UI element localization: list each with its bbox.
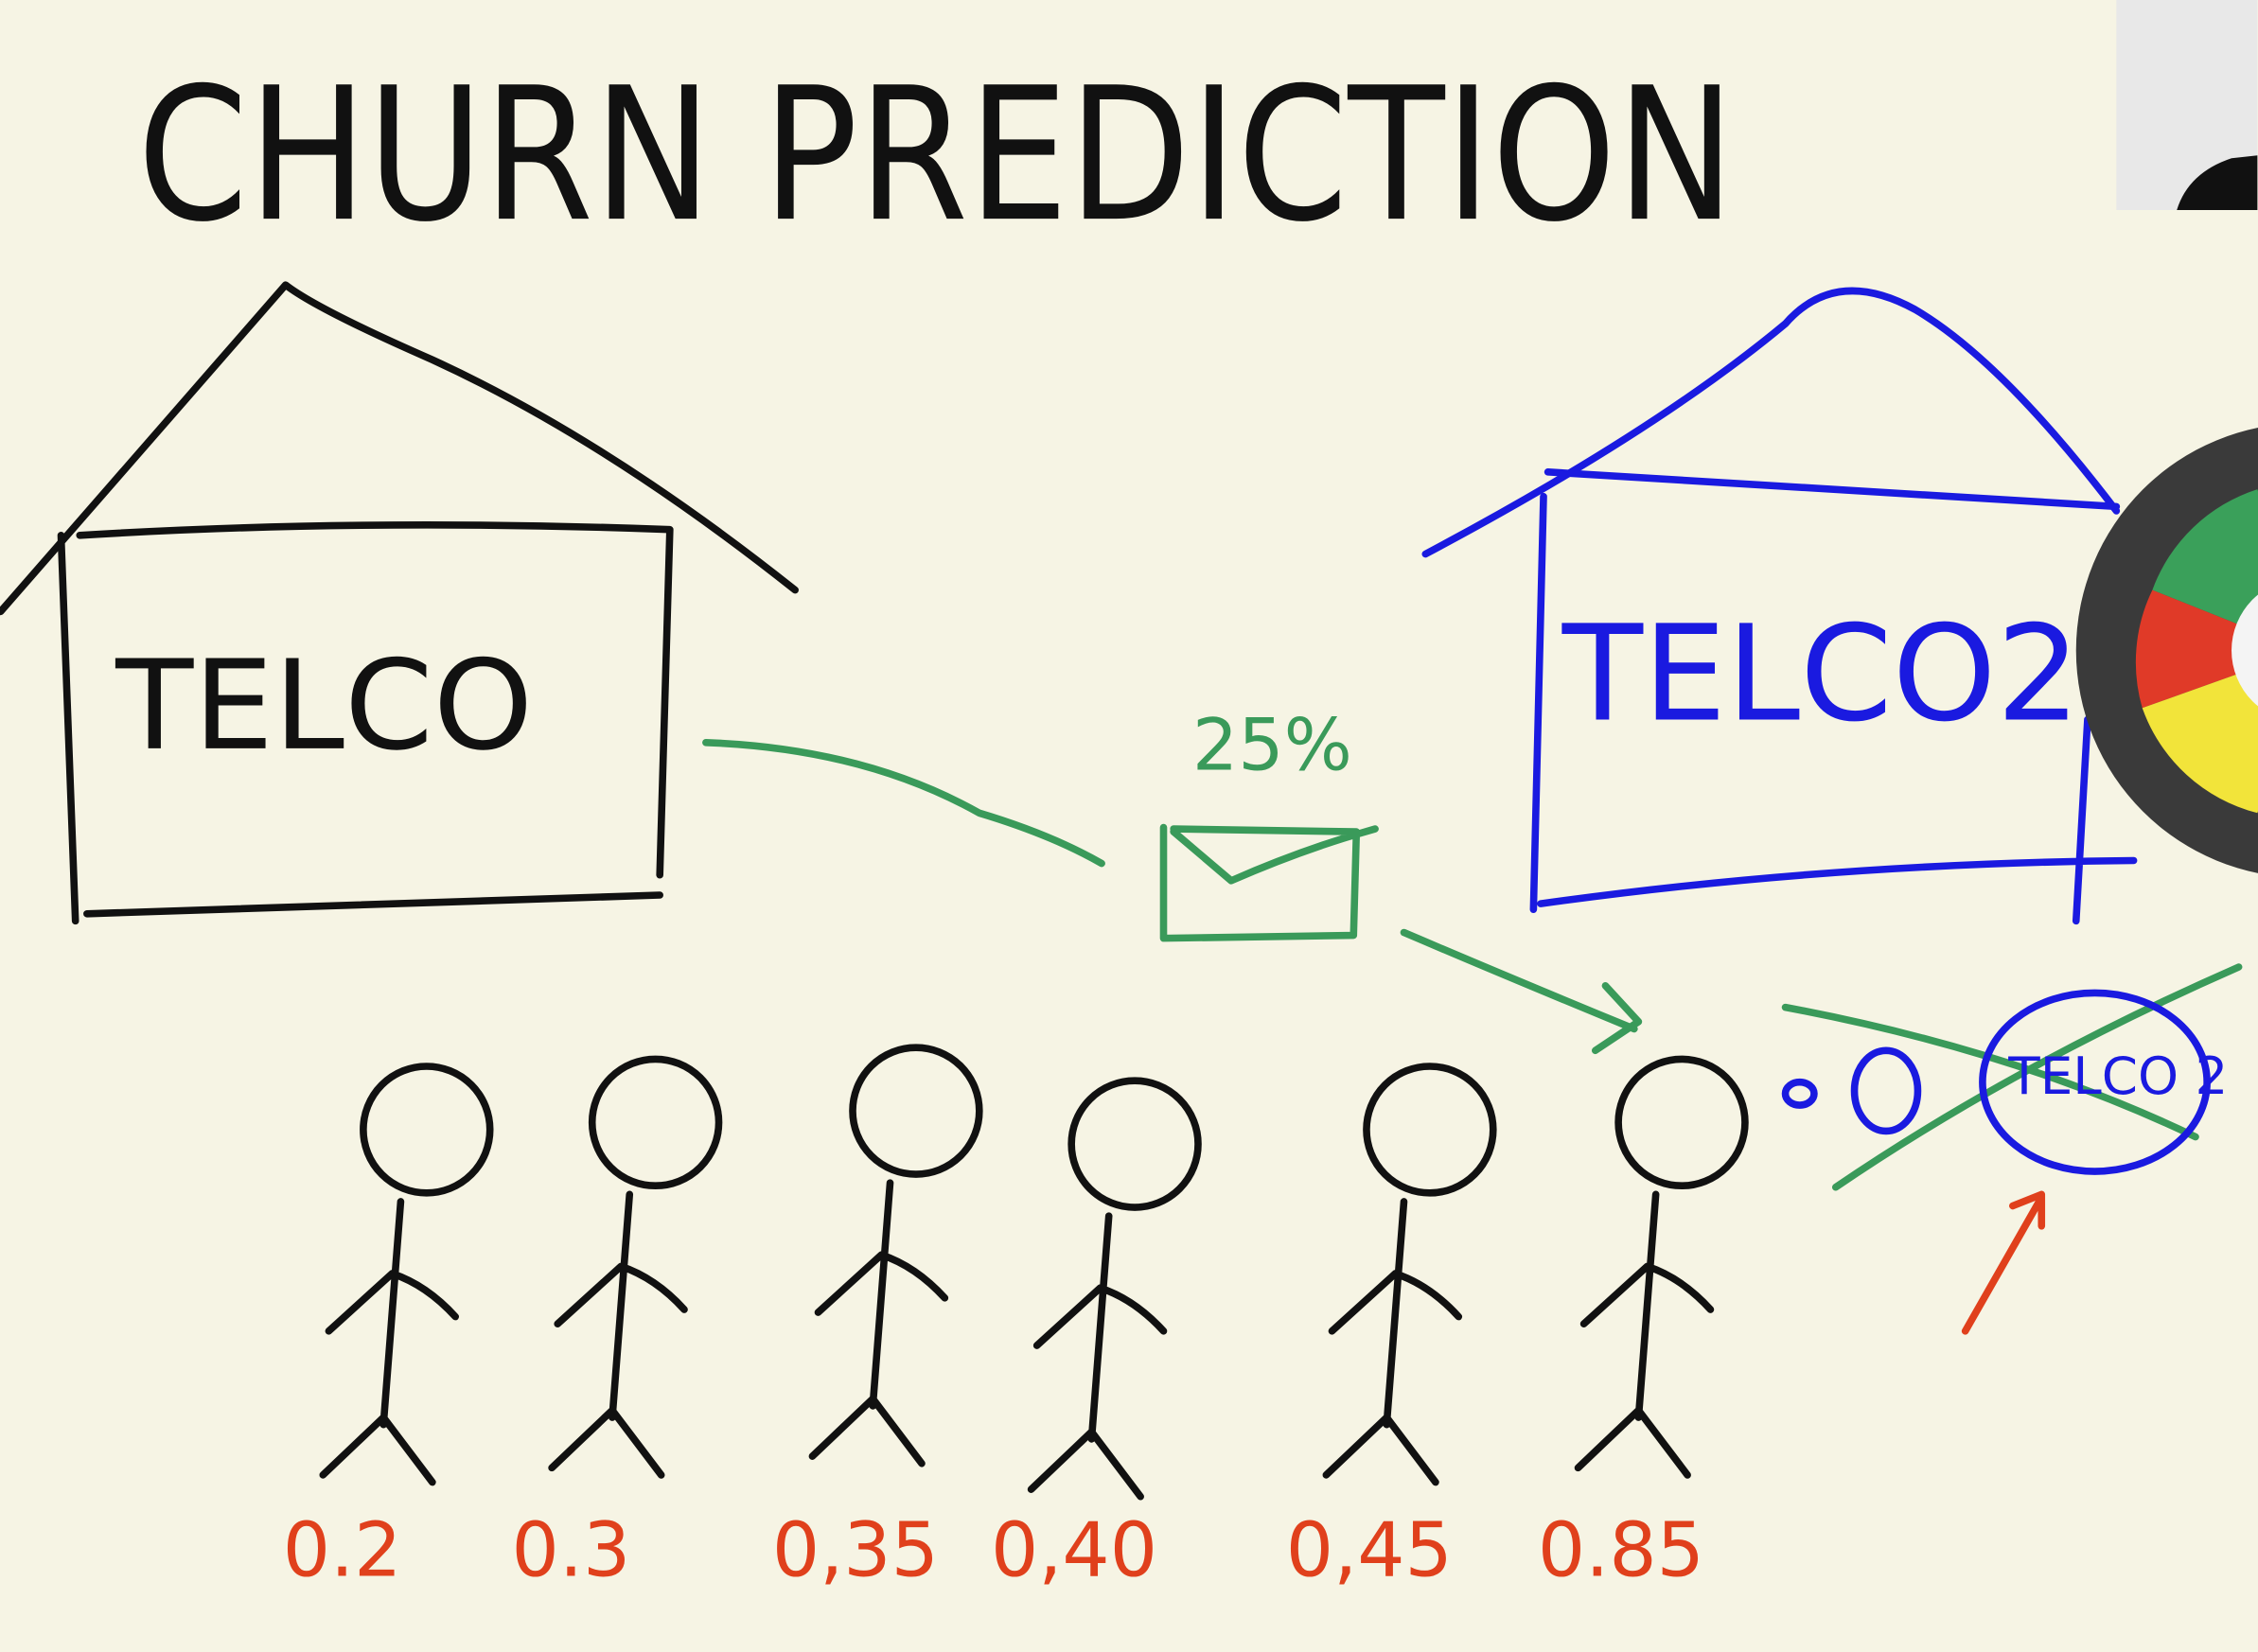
body — [1574, 1190, 1715, 1479]
score: 0.85 — [1538, 1506, 1704, 1593]
head — [1067, 1077, 1202, 1211]
score: 0,45 — [1286, 1506, 1453, 1593]
score: 0,35 — [772, 1506, 939, 1593]
score: 0.3 — [512, 1506, 631, 1593]
body — [808, 1179, 949, 1467]
score: 0.2 — [283, 1506, 402, 1593]
body — [1322, 1198, 1463, 1486]
score: 0,40 — [991, 1506, 1157, 1593]
email-label: 25% — [1192, 703, 1352, 787]
webcam — [2116, 0, 2258, 211]
house-label: TELCO2 — [1561, 596, 2081, 750]
crossed-label: TELCO 2 — [2007, 1046, 2228, 1106]
head — [588, 1055, 723, 1190]
head — [849, 1044, 983, 1178]
arrow — [1961, 1190, 2046, 1335]
head — [1614, 1055, 1749, 1190]
head — [360, 1063, 494, 1197]
crossed-circle — [1781, 989, 2211, 1175]
house-telco2 — [1421, 287, 2138, 925]
title: CHURN PREDICTION — [137, 47, 1735, 262]
customers: 0.2 0.3 0,35 0,40 0,45 0.85 — [283, 1044, 1749, 1593]
body — [548, 1190, 688, 1479]
head — [1363, 1063, 1497, 1197]
house-label: TELCO — [115, 634, 533, 778]
house-telco — [0, 281, 799, 925]
body — [1027, 1212, 1168, 1501]
body — [319, 1198, 460, 1486]
color-wheel[interactable] — [2075, 423, 2258, 878]
email-flow — [702, 738, 2243, 1191]
